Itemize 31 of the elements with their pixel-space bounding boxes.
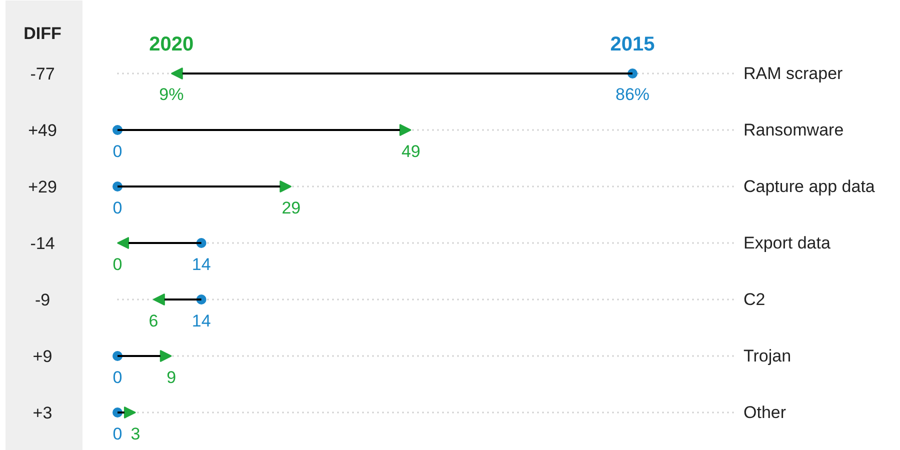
category-label: Capture app data [744, 177, 876, 196]
category-label: RAM scraper [744, 64, 844, 83]
category-label: Trojan [744, 346, 792, 366]
data-label: 14 [192, 312, 211, 330]
data-label: 49 [401, 142, 420, 161]
text: +49 [28, 121, 57, 140]
data-label: 86% [615, 85, 650, 104]
data-label: 3 [130, 424, 140, 444]
category-label: Other [744, 403, 786, 422]
text: DIFF [24, 24, 62, 43]
text: -9 [34, 290, 50, 310]
data-label: 0 [112, 424, 122, 444]
text: +3 [32, 404, 52, 422]
data-label: 0 [112, 368, 122, 387]
data-label: 0 [112, 198, 122, 218]
category-label: Ransomware [744, 120, 844, 140]
text: -77 [30, 64, 55, 84]
category-label: C2 [744, 290, 766, 309]
data-label: 14 [192, 255, 211, 274]
legend-label: 2020 [149, 34, 194, 56]
legend-label: 2015 [610, 34, 655, 56]
data-label: 9 [166, 368, 176, 387]
text: +9 [32, 347, 52, 366]
data-label: 6 [148, 312, 158, 330]
text: -14 [30, 234, 55, 253]
category-label: Export data [744, 234, 831, 252]
data-label: 0 [112, 142, 122, 161]
data-label: 9% [159, 85, 184, 104]
text: +29 [28, 178, 57, 196]
data-label: 29 [282, 198, 301, 218]
data-label: 0 [112, 255, 122, 274]
